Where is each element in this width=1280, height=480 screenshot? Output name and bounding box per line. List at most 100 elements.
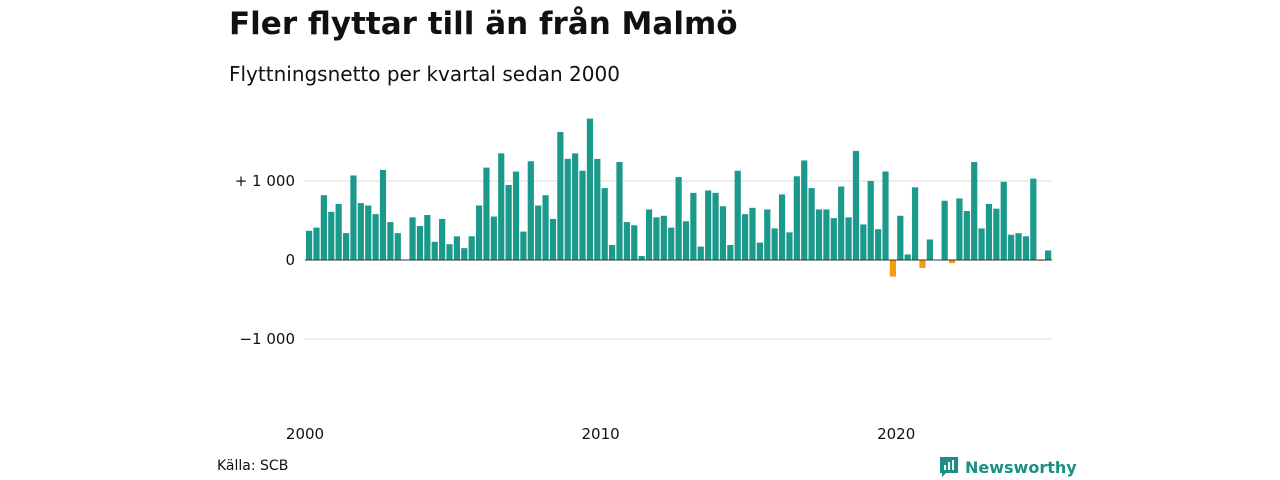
bar [889, 260, 897, 277]
x-tick-label: 2000 [286, 425, 324, 443]
bar [786, 232, 793, 260]
y-tick-label: + 1 000 [235, 172, 295, 190]
bar [734, 170, 741, 260]
bar [971, 162, 978, 260]
bar [867, 181, 874, 260]
bar [764, 209, 771, 260]
bar [993, 208, 1000, 260]
bar [572, 153, 579, 260]
bar [579, 170, 586, 260]
bar [808, 188, 815, 260]
bar [697, 246, 704, 260]
bar [682, 221, 690, 260]
y-tick-label: 0 [285, 251, 295, 269]
bar [645, 209, 653, 260]
chart-title: Fler flyttar till än från Malmö [229, 6, 738, 42]
bar [1015, 233, 1022, 260]
bar [897, 215, 904, 260]
bar [978, 228, 985, 260]
bar [948, 260, 956, 264]
bar [365, 205, 372, 260]
bar [904, 254, 911, 260]
bar [749, 207, 756, 260]
bar [985, 203, 993, 260]
bar [379, 169, 387, 260]
bar [313, 227, 320, 260]
bar [852, 150, 860, 260]
bar [394, 233, 401, 260]
bar [409, 217, 416, 260]
brand-name: Newsworthy [965, 457, 1077, 477]
bar [586, 118, 594, 260]
bar [475, 205, 483, 260]
bar [823, 209, 830, 260]
bar [875, 229, 882, 260]
bar [416, 226, 424, 260]
bar [815, 209, 823, 260]
bar [1000, 181, 1007, 260]
bar [535, 205, 542, 260]
bar [882, 171, 889, 260]
bar [520, 231, 527, 260]
bar [557, 132, 564, 260]
bar [439, 218, 446, 260]
bar [350, 175, 357, 260]
bar [1022, 236, 1030, 260]
axis-labels: + 1 000 0 −1 000 2000 2010 2020 [235, 172, 916, 443]
bar [483, 167, 490, 260]
bar [623, 222, 630, 260]
bar [830, 218, 837, 260]
brand-logo[interactable]: Newsworthy [939, 456, 1077, 478]
bar [387, 222, 394, 260]
bar [845, 217, 852, 260]
bar [926, 239, 933, 260]
bar [328, 211, 335, 260]
bar [919, 260, 926, 268]
bar [564, 158, 571, 260]
bar [320, 195, 327, 260]
bar [468, 236, 475, 260]
newsworthy-logo-icon [939, 456, 959, 478]
bar [778, 194, 786, 260]
bar [446, 244, 453, 260]
y-tick-label: −1 000 [239, 330, 295, 348]
bar [357, 203, 364, 260]
x-tick-label: 2020 [877, 425, 915, 443]
bar [675, 177, 682, 260]
bar [941, 200, 948, 260]
bar [911, 187, 919, 260]
bar [653, 217, 660, 260]
bar [1045, 250, 1052, 260]
bar [512, 171, 520, 260]
bar [719, 206, 727, 260]
bar [668, 227, 675, 260]
bar [542, 195, 549, 260]
bar [335, 203, 342, 260]
bar [1030, 178, 1037, 260]
bar [801, 160, 808, 260]
bar [342, 233, 350, 260]
bar [453, 236, 460, 260]
bar [608, 244, 616, 260]
bar [956, 198, 963, 260]
bar [705, 190, 712, 260]
bar [690, 192, 697, 260]
bar [372, 214, 379, 260]
bar [306, 230, 313, 260]
bar [498, 153, 505, 260]
bar [601, 188, 608, 260]
bar [860, 224, 867, 260]
chart-subtitle: Flyttningsnetto per kvartal sedan 2000 [229, 62, 620, 86]
bar [616, 162, 623, 260]
bar [712, 192, 719, 260]
x-tick-label: 2010 [582, 425, 620, 443]
bar [742, 214, 749, 260]
bar [631, 225, 638, 260]
bar [756, 242, 763, 260]
bar [549, 218, 557, 260]
bar [490, 216, 497, 260]
bar [963, 211, 970, 260]
bar [461, 248, 468, 260]
bar [638, 256, 645, 260]
